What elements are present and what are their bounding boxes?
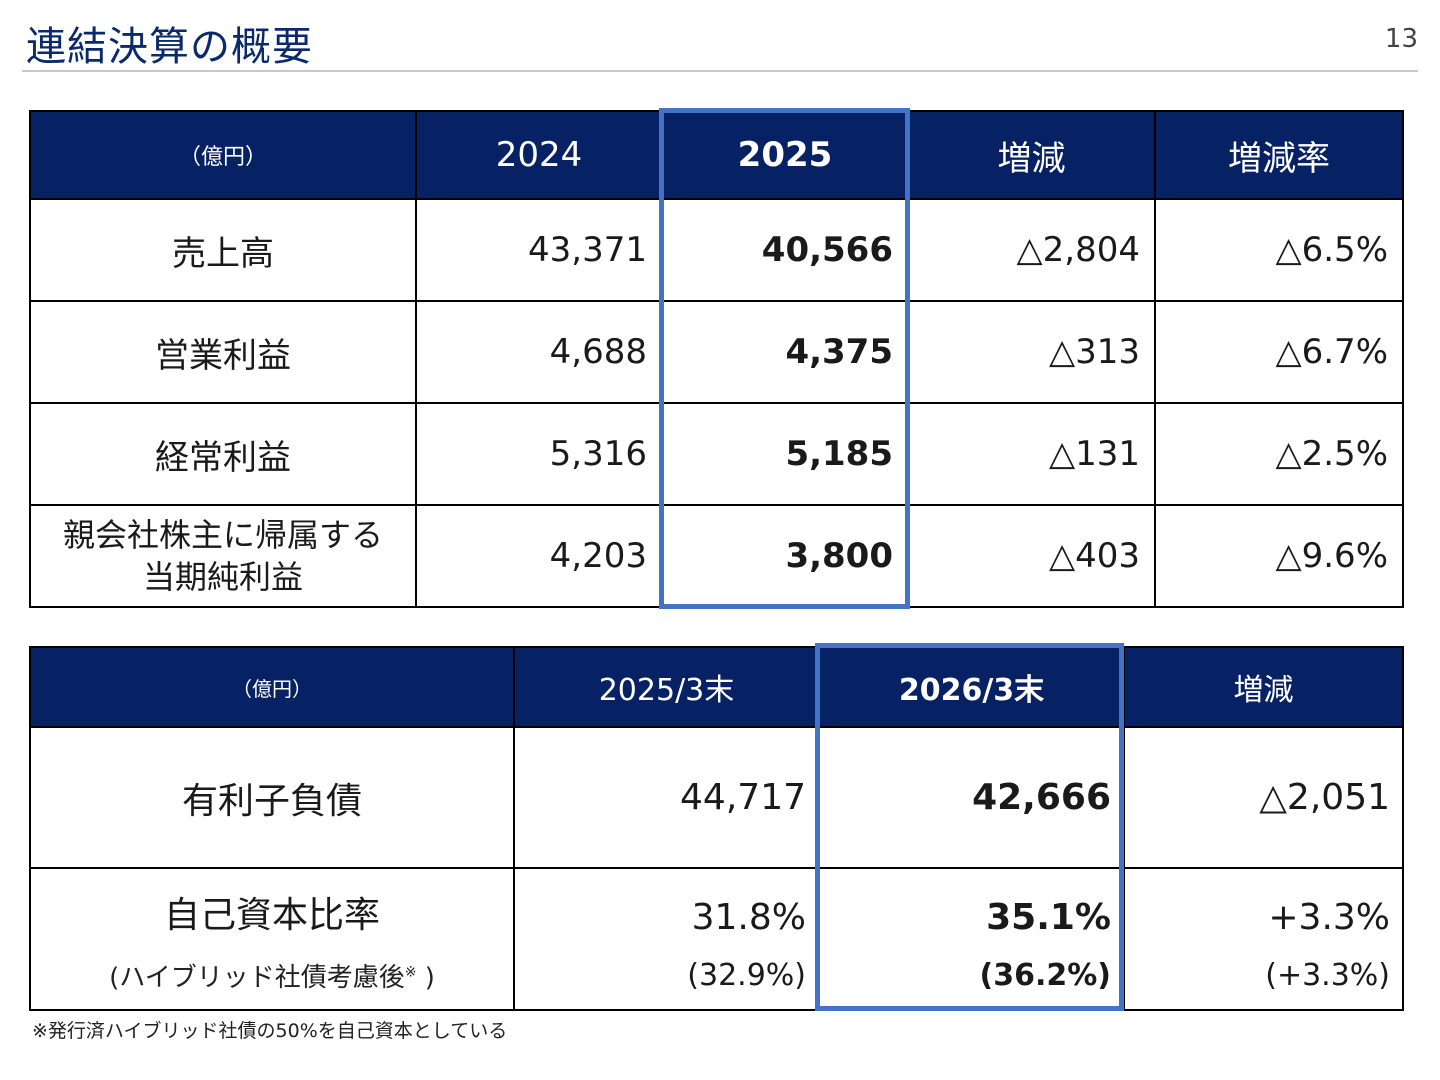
value-prev: 31.8% [513, 867, 820, 942]
table-row: 売上高 43,371 40,566 △2,804 △6.5% [29, 198, 1404, 302]
row-label-line2: 当期純利益 [142, 558, 303, 596]
value-change: △403 [907, 504, 1156, 608]
income-summary-table: （億円） 2024 2025 増減 増減率 売上高 43,371 40,566 … [29, 110, 1404, 608]
subvalue-change: (+3.3%) [1123, 942, 1404, 1011]
value-change-rate: △9.6% [1154, 504, 1404, 608]
unit-label: （億円） [29, 646, 515, 728]
column-header-change-rate: 増減率 [1154, 110, 1404, 200]
table-row: 有利子負債 44,717 42,666 △2,051 [29, 726, 1404, 869]
table-row: 親会社株主に帰属する 当期純利益 4,203 3,800 △403 △9.6% [29, 504, 1404, 608]
value-change-rate: △6.5% [1154, 198, 1404, 302]
value-change-rate: △2.5% [1154, 402, 1404, 506]
value-2024: 43,371 [415, 198, 663, 302]
value-prev: 44,717 [513, 726, 820, 869]
value-2025: 4,375 [661, 300, 909, 404]
column-header-prev-period: 2025/3末 [513, 646, 820, 728]
value-2025: 40,566 [661, 198, 909, 302]
subrow-label-close: ) [416, 963, 435, 993]
value-2024: 4,688 [415, 300, 663, 404]
column-header-change: 増減 [907, 110, 1156, 200]
page-title: 連結決算の概要 [26, 24, 313, 70]
row-label-line1: 親会社株主に帰属する [62, 516, 383, 554]
row-label: 自己資本比率 [29, 867, 515, 942]
subrow-label: (ハイブリッド社債考慮後※ ) [29, 942, 515, 1011]
column-header-2025: 2025 [661, 110, 909, 200]
table-subrow: (ハイブリッド社債考慮後※ ) (32.9%) (36.2%) (+3.3%) [29, 942, 1404, 1011]
balance-summary-table: （億円） 2025/3末 2026/3末 増減 有利子負債 44,717 42,… [29, 646, 1404, 1011]
subrow-label-text: (ハイブリッド社債考慮後 [109, 963, 405, 993]
row-label: 営業利益 [29, 300, 417, 404]
row-label: 有利子負債 [29, 726, 515, 869]
table-row: 自己資本比率 31.8% 35.1% +3.3% [29, 867, 1404, 942]
value-2024: 4,203 [415, 504, 663, 608]
value-2025: 3,800 [661, 504, 909, 608]
column-header-curr-period: 2026/3末 [818, 646, 1125, 728]
column-header-change: 増減 [1123, 646, 1404, 728]
subvalue-prev: (32.9%) [513, 942, 820, 1011]
value-change: △2,804 [907, 198, 1156, 302]
value-change: +3.3% [1123, 867, 1404, 942]
value-change: △131 [907, 402, 1156, 506]
column-header-2024: 2024 [415, 110, 663, 200]
table-row: 経常利益 5,316 5,185 △131 △2.5% [29, 402, 1404, 506]
value-change: △313 [907, 300, 1156, 404]
row-label: 親会社株主に帰属する 当期純利益 [29, 504, 417, 608]
row-label: 売上高 [29, 198, 417, 302]
table-row: 営業利益 4,688 4,375 △313 △6.7% [29, 300, 1404, 404]
row-label: 経常利益 [29, 402, 417, 506]
unit-label: （億円） [29, 110, 417, 200]
table-header-row: （億円） 2025/3末 2026/3末 増減 [29, 646, 1404, 728]
value-change: △2,051 [1123, 726, 1404, 869]
value-2024: 5,316 [415, 402, 663, 506]
page-number: 13 [1384, 24, 1418, 54]
table-header-row: （億円） 2024 2025 増減 増減率 [29, 110, 1404, 200]
value-curr: 42,666 [818, 726, 1125, 869]
footnote-mark: ※ [404, 964, 417, 981]
title-divider [22, 70, 1418, 72]
footnote: ※発行済ハイブリッド社債の50%を自己資本としている [32, 1020, 508, 1042]
value-curr: 35.1% [818, 867, 1125, 942]
subvalue-curr: (36.2%) [818, 942, 1125, 1011]
value-change-rate: △6.7% [1154, 300, 1404, 404]
value-2025: 5,185 [661, 402, 909, 506]
